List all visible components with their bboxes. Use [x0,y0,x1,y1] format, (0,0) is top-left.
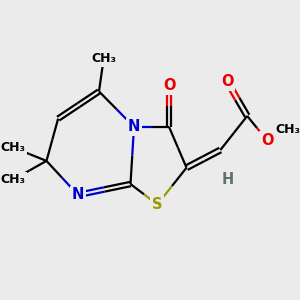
Text: N: N [72,188,84,202]
Text: O: O [163,79,175,94]
Text: CH₃: CH₃ [0,141,25,154]
Text: H: H [221,172,233,188]
Text: O: O [221,74,234,89]
Text: CH₃: CH₃ [91,52,116,65]
Text: N: N [128,119,140,134]
Text: CH₃: CH₃ [276,123,300,136]
Text: O: O [261,133,273,148]
Text: CH₃: CH₃ [0,173,25,187]
Text: S: S [152,197,163,212]
